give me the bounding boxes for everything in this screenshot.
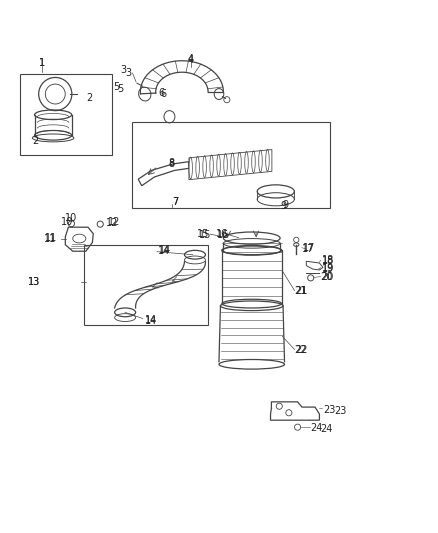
Text: 16: 16 [217, 230, 229, 240]
Text: 9: 9 [283, 200, 289, 210]
Text: 18: 18 [321, 256, 334, 266]
Text: 20: 20 [321, 272, 333, 282]
Text: 17: 17 [303, 243, 315, 253]
Text: 14: 14 [158, 246, 170, 256]
Text: 14: 14 [159, 245, 171, 255]
Text: 2: 2 [32, 136, 39, 146]
Text: 13: 13 [28, 277, 40, 287]
Text: 24: 24 [321, 424, 333, 434]
Text: 1: 1 [39, 59, 45, 68]
Text: 13: 13 [28, 277, 40, 287]
Text: 22: 22 [295, 345, 308, 356]
Text: 11: 11 [45, 233, 57, 243]
Text: 6: 6 [159, 88, 165, 98]
Text: 17: 17 [302, 244, 314, 254]
Text: 18: 18 [321, 255, 334, 265]
Text: 21: 21 [294, 286, 307, 295]
Text: 12: 12 [108, 217, 120, 227]
Text: 1: 1 [39, 59, 45, 68]
Text: 3: 3 [125, 68, 131, 78]
Text: 5: 5 [117, 84, 124, 94]
Text: 4: 4 [187, 55, 194, 65]
Text: 7: 7 [172, 197, 179, 207]
Bar [132, 123, 330, 207]
Text: 10: 10 [61, 217, 73, 227]
Bar [20, 75, 112, 155]
Text: 15: 15 [199, 230, 212, 240]
Text: 5: 5 [113, 83, 120, 93]
Text: 24: 24 [311, 423, 323, 433]
Text: 19: 19 [321, 264, 334, 273]
Text: 14: 14 [145, 316, 157, 326]
Text: 19: 19 [321, 263, 334, 273]
Text: 11: 11 [44, 235, 57, 245]
Bar [84, 245, 208, 326]
Text: 4: 4 [187, 54, 194, 64]
Text: 9: 9 [280, 201, 286, 211]
Text: 16: 16 [215, 229, 228, 239]
Text: 12: 12 [106, 218, 118, 228]
Text: 8: 8 [169, 159, 175, 169]
Text: 23: 23 [335, 406, 347, 416]
Text: 15: 15 [197, 229, 209, 239]
Text: 7: 7 [172, 197, 179, 207]
Text: 21: 21 [295, 286, 308, 295]
Text: 10: 10 [65, 214, 78, 223]
Text: 3: 3 [121, 66, 127, 76]
Text: 20: 20 [321, 271, 334, 281]
Text: 8: 8 [168, 158, 174, 168]
Text: 14: 14 [145, 315, 157, 325]
Text: 2: 2 [86, 93, 92, 103]
Text: 23: 23 [323, 405, 335, 415]
Text: 6: 6 [160, 89, 166, 99]
Text: 22: 22 [294, 345, 307, 356]
